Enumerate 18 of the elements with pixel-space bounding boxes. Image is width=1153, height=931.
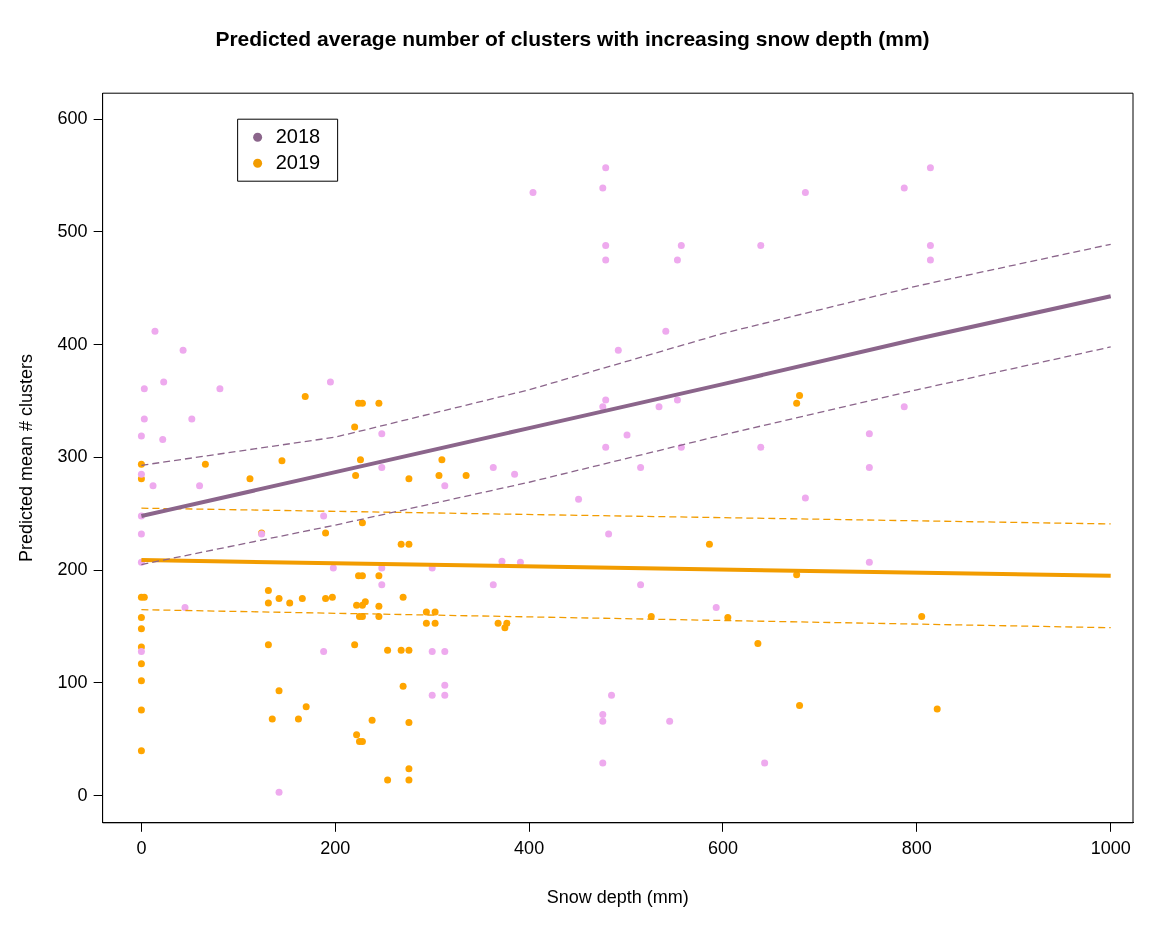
x-tick-label: 200: [320, 837, 351, 858]
y-tick-label: 200: [57, 559, 88, 580]
y-tick-label: 0: [77, 784, 88, 805]
x-tick-label: 800: [901, 837, 932, 858]
x-tick-label: 600: [707, 837, 739, 858]
legend-label: 2019: [275, 150, 321, 173]
y-tick-label: 400: [57, 333, 88, 354]
y-tick-label: 100: [57, 671, 88, 692]
x-tick-label: 0: [136, 837, 147, 858]
x-tick-label: 400: [514, 837, 545, 858]
x-axis-title: Snow depth (mm): [546, 887, 689, 908]
y-tick-label: 600: [57, 108, 88, 129]
y-tick-label: 300: [57, 446, 88, 467]
x-tick-label: 1000: [1090, 837, 1131, 858]
legend-label: 2018: [275, 124, 321, 147]
y-axis-title: Predicted mean # clusters: [15, 353, 36, 563]
chart-title: Predicted average number of clusters with increasing snow depth (mm): [215, 27, 930, 51]
y-tick-label: 500: [57, 220, 88, 241]
